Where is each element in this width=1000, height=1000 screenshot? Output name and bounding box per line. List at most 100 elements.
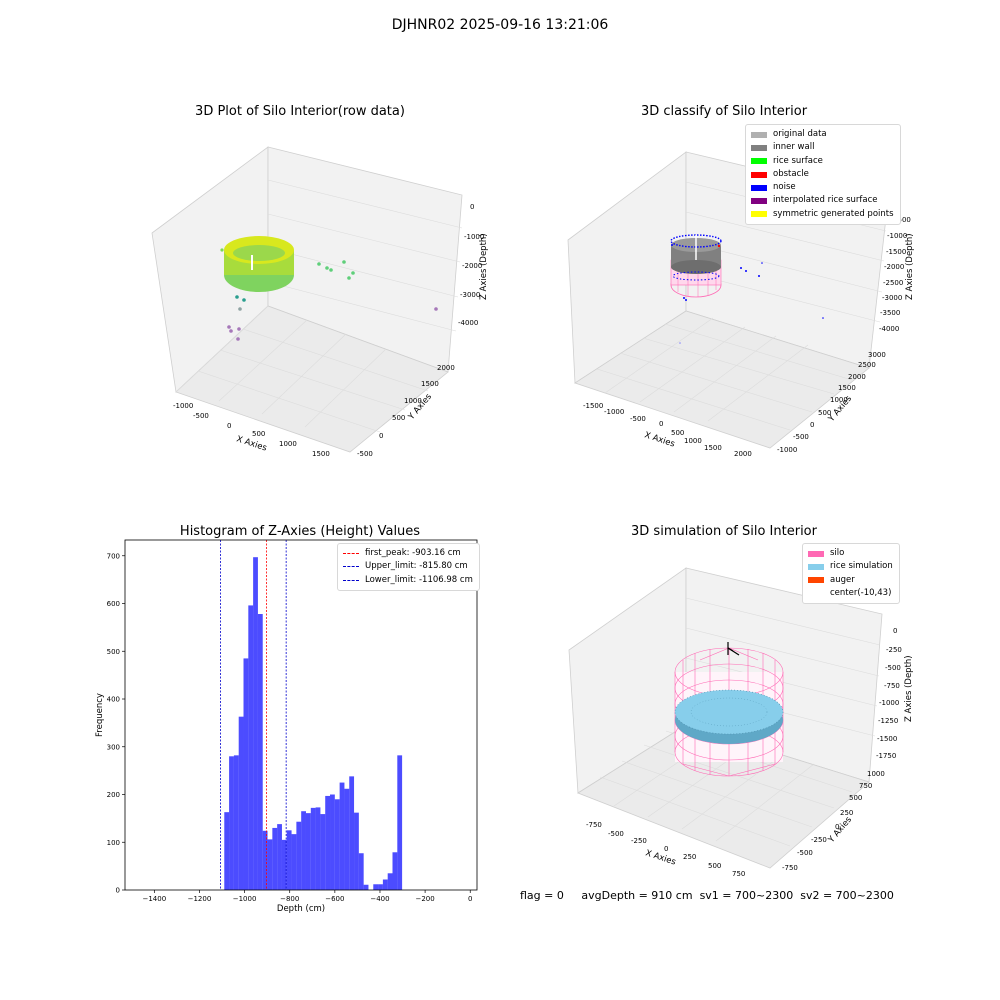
legend-label: noise (773, 182, 796, 193)
p1-xtick-2: 0 (227, 422, 231, 430)
legend-label: rice surface (773, 155, 823, 166)
histogram-vlines (220, 540, 287, 890)
histogram-bar (281, 839, 287, 890)
panel4-panes (568, 567, 883, 869)
panel4-axes-ticks: -750 -500 -250 0 250 500 750 -750 -500 -… (586, 627, 902, 878)
histogram-bar (310, 807, 316, 890)
p2-xtick-7: 2000 (734, 450, 752, 458)
p4-zlabel: Z Axies (Depth) (904, 655, 914, 722)
histogram-bar (229, 756, 234, 890)
p2-ylabel: Y Axies (826, 394, 854, 425)
legend-line (343, 553, 359, 555)
legend-label: obstacle (773, 168, 809, 179)
legend-label: Lower_limit: -1106.98 cm (365, 574, 473, 585)
p1-xtick-4: 1000 (279, 440, 297, 448)
legend-swatch (808, 563, 824, 570)
panel1-gridlines (175, 179, 463, 433)
legend-item-symmetric: symmetric generated points (751, 208, 894, 221)
p2-xtick-5: 1000 (684, 437, 702, 445)
p4-xtick-3: 0 (664, 845, 668, 853)
p1-ztick-1: -1000 (464, 233, 484, 241)
status-sv1: sv1 = 700~2300 (699, 889, 794, 902)
rice-simulation-surface (674, 689, 784, 744)
p1-zlabel: Z Axies (Depth) (479, 233, 489, 300)
legend-swatch (808, 577, 824, 584)
legend-item-rice-simulation: rice simulation (808, 560, 893, 573)
p4-ytick-5: 500 (849, 794, 862, 802)
histogram-bar (272, 827, 278, 890)
legend-swatch (751, 211, 767, 218)
legend-swatch (751, 131, 767, 138)
histogram-bar (286, 830, 292, 890)
legend-label: center(-10,43) (830, 587, 892, 598)
legend-item-silo: silo (808, 547, 893, 560)
histogram-bar (373, 884, 379, 890)
p2-ytick-6: 2000 (848, 373, 866, 381)
p1-ytick-2: 500 (392, 414, 405, 422)
histogram-bar (339, 782, 345, 890)
histogram-xticks: −1400 −1200 −1000 −800 −600 −400 −200 0 (142, 890, 472, 903)
p2-xtick-1: -1000 (604, 408, 624, 416)
p4-xtick-4: 250 (683, 853, 696, 861)
histogram-xtick-label: −800 (280, 895, 299, 903)
histogram-bar (387, 873, 393, 890)
histogram-bar (344, 788, 350, 890)
legend-swatch (808, 550, 824, 557)
histogram-bar (291, 834, 297, 890)
panel1-title: 3D Plot of Silo Interior(row data) (195, 104, 405, 119)
panel2-legend: original data inner wall rice surface ob… (745, 124, 901, 226)
p4-ylabel: Y Axies (826, 815, 854, 846)
legend-label: symmetric generated points (773, 208, 894, 219)
histogram-bar (358, 853, 364, 890)
legend-item-inner-wall: inner wall (751, 141, 894, 154)
histogram-ytick-label: 400 (107, 696, 120, 704)
p4-ztick-7: -1750 (876, 752, 896, 760)
histogram-bar (253, 557, 258, 890)
p4-ytick-4: 250 (840, 809, 853, 817)
histogram-xtick-label: −400 (370, 895, 389, 903)
p4-ztick-6: -1500 (877, 735, 897, 743)
histogram-bar (238, 716, 244, 890)
legend-swatch (751, 198, 767, 205)
histogram-bar (330, 794, 335, 890)
histogram-bar (392, 852, 398, 890)
histogram-ytick-label: 700 (107, 552, 120, 560)
p2-ztick-5: -2500 (883, 279, 903, 287)
p4-ytick-3: 0 (835, 823, 839, 831)
panel2-axes-ticks: -1500 -1000 -500 0 500 1000 1500 2000 -1… (583, 198, 911, 458)
legend-item-original-data: original data (751, 128, 894, 141)
p2-ztick-3: -1500 (886, 248, 906, 256)
histogram-bar (301, 811, 306, 890)
legend-item-obstacle: obstacle (751, 168, 894, 181)
p4-ztick-5: -1250 (878, 717, 898, 725)
legend-swatch (751, 158, 767, 165)
panel1-points (220, 236, 438, 341)
histogram-legend: first_peak: -903.16 cm Upper_limit: -815… (337, 543, 480, 591)
legend-line (343, 566, 359, 568)
p2-xtick-2: -500 (630, 415, 646, 423)
histogram-ytick-label: 100 (107, 839, 120, 847)
p4-xtick-1: -500 (608, 830, 624, 838)
p4-ytick-2: -250 (811, 836, 827, 844)
p2-ztick-6: -3000 (882, 294, 902, 302)
status-flag: flag = 0 (520, 889, 564, 902)
p1-xtick-5: 1500 (312, 450, 330, 458)
p4-xlabel: X Axies (644, 848, 677, 867)
legend-label: interpolated rice surface (773, 195, 878, 206)
p2-ytick-2: 0 (810, 421, 814, 429)
histogram-bar (233, 755, 239, 890)
p2-xtick-4: 500 (671, 429, 684, 437)
p4-ytick-7: 1000 (867, 770, 885, 778)
histogram-yticks: 0 100 200 300 400 500 600 700 (107, 552, 125, 895)
p2-xtick-3: 0 (659, 420, 663, 428)
histogram-bar (349, 776, 355, 890)
p1-ztick-3: -3000 (460, 291, 480, 299)
p4-ztick-2: -500 (885, 664, 901, 672)
legend-label: silo (830, 548, 845, 558)
histogram-bar (363, 884, 369, 890)
p4-ytick-6: 750 (859, 782, 872, 790)
histogram-xtick-label: −1000 (233, 895, 257, 903)
histogram-xtick-label: 0 (468, 895, 472, 903)
histogram-bar (397, 755, 403, 890)
p1-ztick-0: 0 (470, 203, 474, 211)
